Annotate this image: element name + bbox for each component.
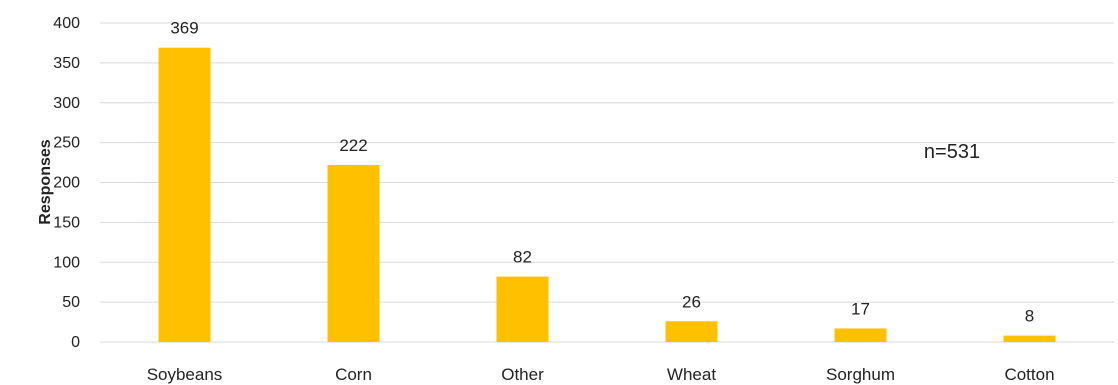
bar: [158, 47, 211, 342]
bar: [327, 164, 380, 342]
category-label: Wheat: [667, 365, 716, 384]
y-tick-label: 300: [53, 95, 80, 112]
bar: [834, 328, 887, 342]
category-label: Soybeans: [147, 365, 223, 384]
bar: [665, 321, 718, 342]
y-tick-label: 200: [53, 175, 80, 192]
category-labels: Soybeans Corn Other Wheat Sorghum Cotton: [147, 365, 1055, 384]
y-tick-label: 350: [53, 55, 80, 72]
gridlines: [100, 22, 1114, 343]
data-label: 26: [682, 292, 701, 311]
y-axis-ticks: 0 50 100 150 200 250 300 350 400: [53, 15, 80, 351]
y-axis-title: Responses: [37, 139, 54, 224]
sample-size-annotation: n=531: [924, 141, 980, 163]
bars: [158, 47, 1056, 342]
y-tick-label: 150: [53, 214, 80, 231]
data-label: 17: [851, 299, 870, 318]
bar: [496, 276, 549, 342]
y-tick-label: 400: [53, 15, 80, 32]
data-label: 8: [1025, 307, 1034, 326]
y-tick-label: 0: [71, 334, 80, 351]
y-tick-label: 100: [53, 254, 80, 271]
y-tick-label: 50: [62, 294, 80, 311]
category-label: Sorghum: [826, 365, 895, 384]
category-label: Cotton: [1004, 365, 1054, 384]
bar: [1003, 335, 1056, 342]
data-label: 222: [339, 136, 367, 155]
data-label: 82: [513, 248, 532, 267]
y-tick-label: 250: [53, 135, 80, 152]
data-label: 369: [170, 19, 198, 38]
category-label: Other: [501, 365, 544, 384]
data-labels: 369 222 82 26 17 8: [170, 19, 1034, 326]
category-label: Corn: [335, 365, 372, 384]
